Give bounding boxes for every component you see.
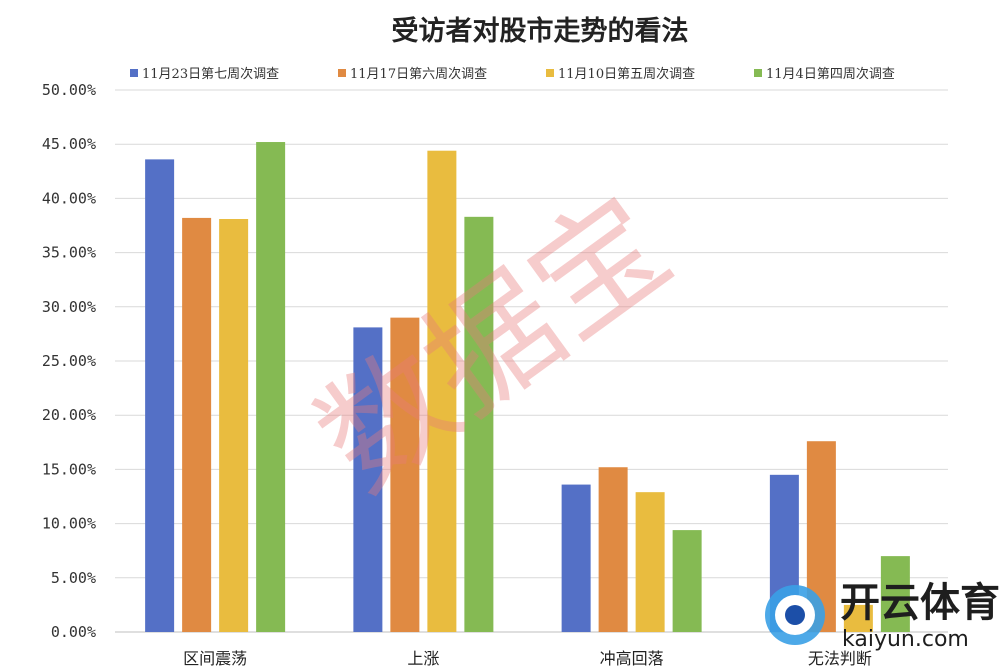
logo-domain: kaiyun.com	[842, 627, 969, 652]
legend-swatch	[338, 69, 346, 77]
y-tick-label: 45.00%	[42, 135, 96, 153]
x-axis: 区间震荡 上涨 冲高回落 无法判断	[183, 649, 872, 668]
bar	[635, 492, 665, 632]
chart-title: 受访者对股市走势的看法	[392, 15, 689, 47]
legend: 11月23日第七周次调查 11月17日第六周次调查 11月10日第五周次调查 11月4…	[130, 66, 895, 82]
bar	[598, 467, 628, 632]
category-label: 上涨	[407, 649, 439, 668]
bar	[390, 317, 420, 632]
bars	[145, 142, 910, 633]
bar	[256, 142, 286, 633]
grid	[115, 89, 948, 633]
bar	[427, 150, 457, 633]
legend-entry: 11月10日第五周次调查	[558, 66, 695, 82]
category-label: 冲高回落	[600, 649, 664, 668]
y-tick-label: 15.00%	[42, 460, 96, 478]
legend-swatch	[130, 69, 138, 77]
bar	[672, 530, 702, 632]
category-label: 区间震荡	[183, 649, 247, 668]
bar	[561, 484, 591, 632]
y-tick-label: 35.00%	[42, 244, 96, 262]
y-tick-label: 30.00%	[42, 298, 96, 316]
legend-entry: 11月17日第六周次调查	[350, 66, 487, 82]
logo-name: 开云体育	[840, 580, 1000, 626]
y-tick-label: 25.00%	[42, 352, 96, 370]
kaiyun-logo: 开云体育 kaiyun.com	[765, 580, 1000, 652]
y-tick-label: 40.00%	[42, 189, 96, 207]
legend-swatch	[546, 69, 554, 77]
y-tick-label: 5.00%	[51, 569, 96, 587]
category-label: 无法判断	[808, 649, 872, 668]
legend-entry: 11月23日第七周次调查	[142, 66, 279, 82]
y-tick-label: 50.00%	[42, 81, 96, 99]
y-axis: 0.00% 5.00% 10.00% 15.00% 20.00% 25.00% 30.00%…	[42, 81, 96, 641]
y-tick-label: 20.00%	[42, 406, 96, 424]
y-tick-label: 0.00%	[51, 623, 96, 641]
bar	[145, 159, 175, 632]
y-tick-label: 10.00%	[42, 515, 96, 533]
bar	[219, 218, 249, 632]
watermark: 数据宝	[291, 167, 696, 519]
logo-ball-core-icon	[785, 605, 805, 625]
bar	[464, 216, 494, 632]
legend-entry: 11月4日第四周次调查	[766, 66, 895, 82]
bar	[182, 217, 212, 633]
bar	[880, 556, 910, 632]
bar	[353, 327, 383, 632]
bar	[843, 604, 873, 632]
legend-swatch	[754, 69, 762, 77]
